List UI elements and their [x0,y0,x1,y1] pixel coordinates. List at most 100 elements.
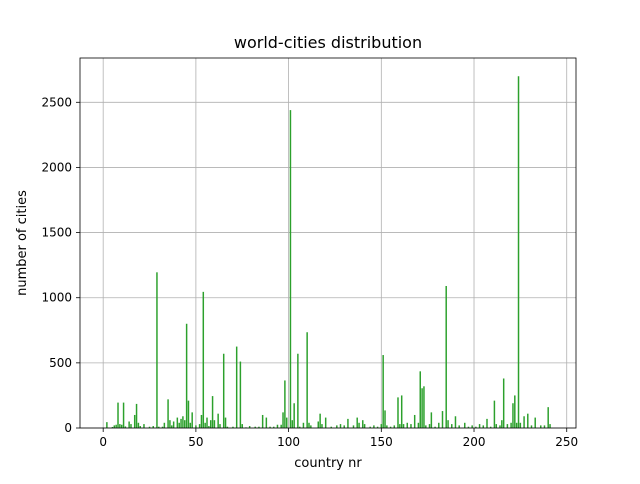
bar [358,423,359,428]
bar [214,420,215,428]
x-tick-label: 250 [555,435,578,449]
x-tick-label: 100 [277,435,300,449]
bar [191,412,192,428]
bar [494,401,495,428]
bar [190,423,191,428]
bar [512,403,513,428]
bar [164,423,165,428]
bar [362,420,363,428]
bar [321,424,322,428]
bar [303,423,304,428]
bar [136,404,137,428]
bar [236,347,237,428]
y-tick-label: 2500 [41,95,72,109]
bar [115,425,116,428]
bar [486,419,487,428]
bar [418,423,419,428]
x-tick-label: 200 [463,435,486,449]
x-tick-label: 50 [188,435,203,449]
bar [117,403,118,428]
bar [364,424,365,428]
bar [414,415,415,428]
bar [319,414,320,428]
bar [204,423,205,428]
bar [167,399,168,428]
bar [225,418,226,428]
bar [523,416,524,428]
bar [518,76,519,428]
bar [547,407,548,428]
bar [308,423,309,428]
bar [169,420,170,428]
bar [534,418,535,428]
bar [203,292,204,428]
bar [447,420,448,428]
bar [188,401,189,428]
bar [130,424,131,428]
bar [479,424,480,428]
bar [429,424,430,428]
bar [445,286,446,428]
bar [180,419,181,428]
bar [421,388,422,428]
bar [507,424,508,428]
bar [451,424,452,428]
bar [178,423,179,428]
x-axis-label: country nr [294,456,362,471]
bar [347,419,348,428]
bar [266,418,267,428]
bar [177,418,178,428]
bar [143,424,144,428]
bar [356,418,357,428]
bar [496,424,497,428]
bar [455,416,456,428]
bar [286,418,287,428]
y-tick-label: 1500 [41,226,72,240]
bar [514,395,515,428]
bar [431,412,432,428]
bar [442,411,443,428]
bar [210,420,211,428]
bar [123,403,124,428]
bar [410,424,411,428]
bar [262,415,263,428]
bar [397,397,398,428]
bar [186,324,187,428]
bar [297,354,298,428]
bar [134,415,135,428]
x-tick-label: 150 [370,435,393,449]
bar [503,378,504,428]
bar [138,423,139,428]
bar [549,424,550,428]
bar [201,415,202,428]
bar [293,403,294,428]
bar [223,354,224,428]
bar [464,423,465,428]
bar [516,423,517,428]
bar [184,420,185,428]
bar [119,424,120,428]
bar [527,414,528,428]
bar [399,424,400,428]
y-tick-label: 1000 [41,291,72,305]
y-tick-label: 2000 [41,160,72,174]
bar [520,423,521,428]
bar [325,418,326,428]
bar [403,424,404,428]
bar [401,395,402,428]
bar [121,425,122,428]
bar [106,422,107,428]
y-tick-label: 500 [49,356,72,370]
bar [219,424,220,428]
bar [217,414,218,428]
x-tick-label: 0 [99,435,107,449]
bar [340,424,341,428]
bar [128,421,129,428]
bar [501,420,502,428]
bar [381,424,382,428]
bar [199,424,200,428]
bar [420,371,421,428]
